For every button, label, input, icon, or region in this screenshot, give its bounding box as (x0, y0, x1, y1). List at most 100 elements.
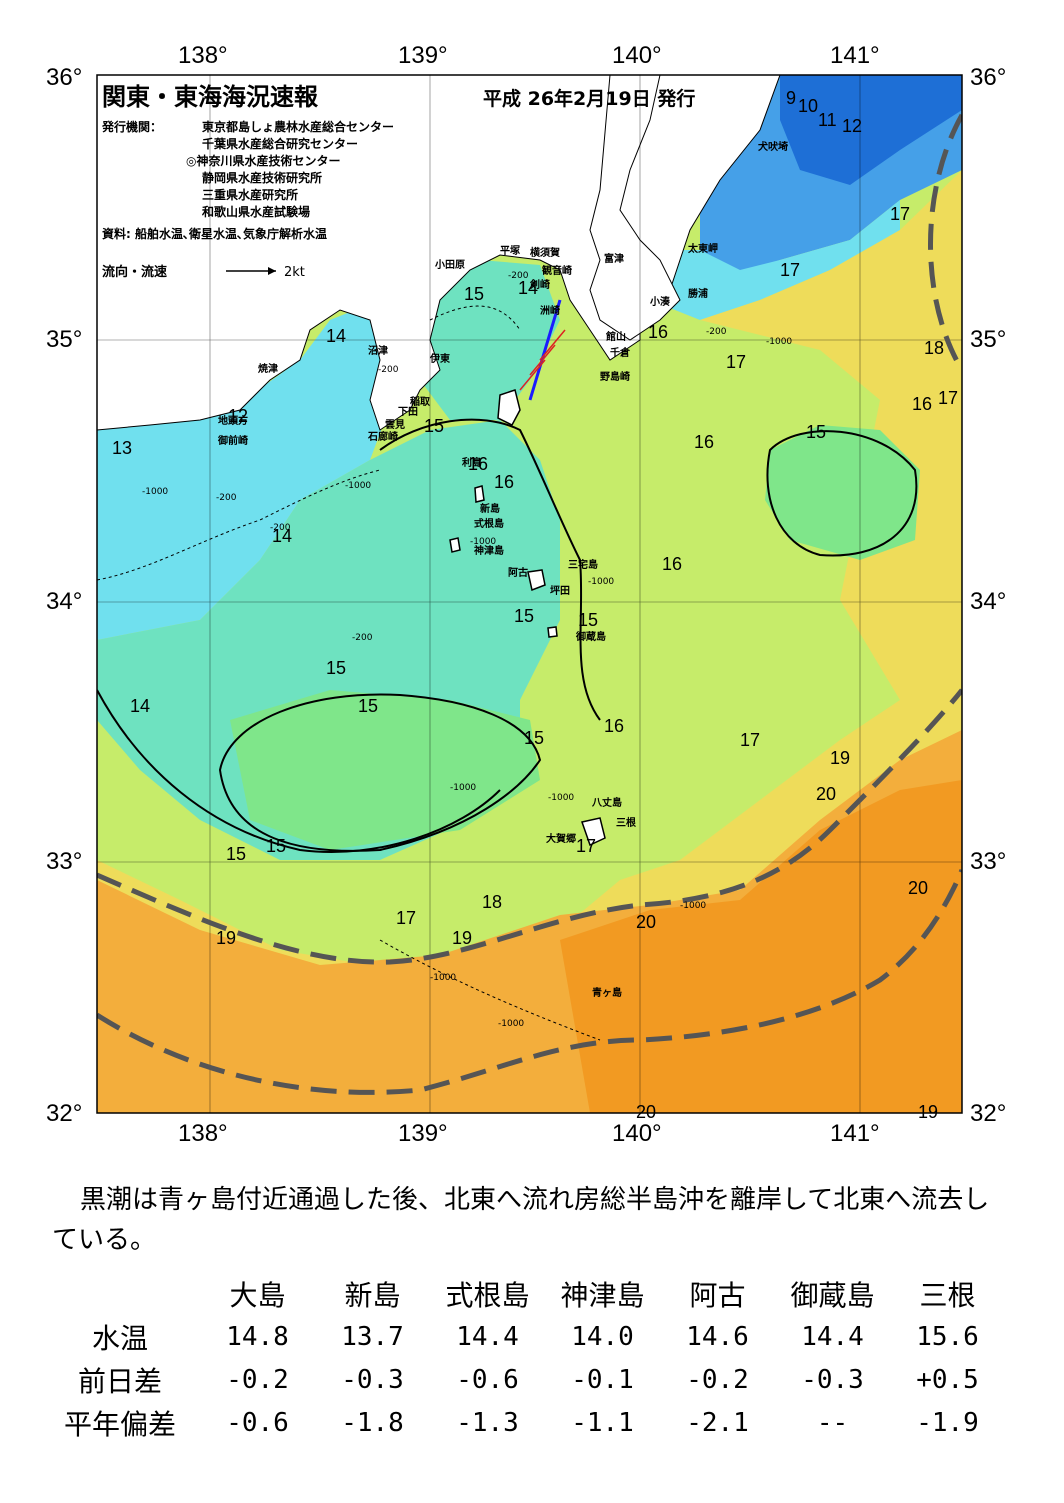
place-name: 小湊 (649, 295, 671, 308)
place-name: 式根島 (474, 517, 504, 530)
yellow-east (700, 170, 962, 700)
table-row: 水温 14.8 13.7 14.4 14.0 14.6 14.4 15.6 (40, 1315, 1005, 1358)
lat-label-32-left: 32° (46, 1100, 83, 1127)
sst-label: 17 (938, 388, 958, 408)
sst-label: 18 (924, 338, 944, 358)
legend-label: 流向・流速 (102, 264, 167, 280)
place-name: 小田原 (434, 258, 465, 271)
legend-arrow-head (268, 267, 276, 275)
place-name: 横須賀 (530, 246, 560, 259)
sst-label: 17 (726, 352, 746, 372)
sst-label: 17 (396, 908, 416, 928)
sst-label: 15 (578, 610, 598, 630)
place-name: 利島 (462, 456, 482, 469)
depth-label: -200 (378, 365, 399, 375)
lat-label-36-right: 36° (970, 64, 1007, 91)
sst-label: 18 (482, 892, 502, 912)
table-cell: -0.1 (571, 1364, 634, 1395)
col-header: 新島 (344, 1278, 401, 1312)
lat-label-33-right: 33° (970, 848, 1007, 875)
place-name: 稲取 (410, 395, 431, 408)
table-cell: -0.3 (801, 1364, 864, 1395)
lon-label-139-top: 139° (398, 42, 448, 69)
sst-label: 14 (130, 696, 150, 716)
sst-label: 17 (576, 836, 596, 856)
place-name: 勝浦 (688, 287, 708, 300)
place-name: 青ヶ島 (592, 986, 622, 999)
lat-label-32-right: 32° (970, 1100, 1007, 1127)
lon-label-138-bottom: 138° (178, 1120, 228, 1147)
depth-label: -1000 (680, 901, 706, 911)
survey-line (528, 299, 562, 401)
table-cell: 14.4 (801, 1321, 864, 1352)
place-name: 下田 (398, 406, 418, 418)
place-name: 大賀郷 (546, 832, 576, 845)
table-cell: -1.1 (571, 1407, 634, 1438)
place-name: 焼津 (258, 362, 278, 375)
place-name: 御蔵島 (575, 630, 606, 643)
row-header: 平年偏差 (63, 1407, 176, 1441)
current-arrows-red (519, 329, 566, 391)
sst-label: 19 (830, 748, 850, 768)
depth-label: -200 (216, 493, 237, 503)
lat-label-34-right: 34° (970, 588, 1007, 615)
depth-labels-layer: -200 -200 -200 -1000 -200 -1000 -1000 -200 -1000… (142, 271, 792, 1029)
kuroshio-axis-south (97, 869, 962, 1095)
island-niijima (474, 485, 485, 503)
sst-label: 16 (648, 322, 668, 342)
place-name: 御前崎 (217, 434, 248, 447)
depth-label: -1000 (548, 793, 574, 803)
place-name: 三宅島 (568, 558, 598, 571)
col-header: 阿古 (689, 1278, 746, 1312)
table-row: 前日差 -0.2 -0.3 -0.6 -0.1 -0.2 -0.3 +0.5 (40, 1358, 1005, 1401)
sst-label: 16 (912, 394, 932, 414)
table-cell: 15.6 (916, 1321, 979, 1352)
place-name: 太東岬 (687, 242, 718, 255)
place-name: 神津島 (474, 544, 504, 557)
table-row: 平年偏差 -0.6 -1.8 -1.3 -1.1 -2.1 -- -1.9 (40, 1401, 1005, 1444)
publisher-2: ◎神奈川県水産技術センター (186, 153, 340, 168)
sst-label: 16 (604, 716, 624, 736)
depth-label: -1000 (470, 537, 496, 547)
depth-label: -1000 (498, 1019, 524, 1029)
sst-label: 20 (636, 912, 656, 932)
place-name: 八丈島 (591, 796, 622, 809)
island-kozu (449, 537, 461, 553)
depth-label: -1000 (450, 783, 476, 793)
sst-label: 17 (780, 260, 800, 280)
cyan-band (640, 200, 900, 320)
sst-label: 15 (514, 606, 534, 626)
map-frame (96, 74, 963, 1114)
place-name: 伊東 (429, 352, 450, 365)
kuroshio-core-water (560, 780, 962, 1113)
row-header: 水温 (91, 1321, 148, 1355)
sst-label: 17 (740, 730, 760, 750)
table-cell: -0.2 (226, 1364, 289, 1395)
depth-label: -1000 (142, 487, 168, 497)
sst-label: 19 (918, 1102, 938, 1122)
table-header-row: 大島 新島 式根島 神津島 阿古 御蔵島 三根 (40, 1272, 1005, 1315)
table-cell: 13.7 (341, 1321, 404, 1352)
place-name: 館山 (605, 330, 626, 343)
contour-14-west (97, 689, 501, 853)
col-header: 大島 (229, 1278, 286, 1312)
table-cell: -1.9 (916, 1407, 979, 1438)
publisher-4: 三重県水産研究所 (202, 187, 298, 202)
place-name: 犬吠埼 (758, 140, 788, 153)
lat-label-36-left: 36° (46, 64, 83, 91)
place-name: 地頭方 (218, 414, 248, 427)
sst-label: 17 (890, 204, 910, 224)
place-name: 坪田 (550, 584, 570, 597)
issue-date: 平成 26年2月19日 発行 (483, 87, 695, 110)
table-cell: -1.8 (341, 1407, 404, 1438)
table-cell: -0.6 (456, 1364, 519, 1395)
sst-label: 15 (424, 416, 444, 436)
east-green-eddy (765, 425, 920, 560)
sst-label: 14 (272, 526, 292, 546)
contour-15-izu (379, 418, 601, 721)
lon-label-140-bottom: 140° (612, 1120, 662, 1147)
place-name: 野島崎 (600, 370, 630, 383)
row-header: 前日差 (77, 1364, 162, 1398)
sst-label: 15 (806, 422, 826, 442)
